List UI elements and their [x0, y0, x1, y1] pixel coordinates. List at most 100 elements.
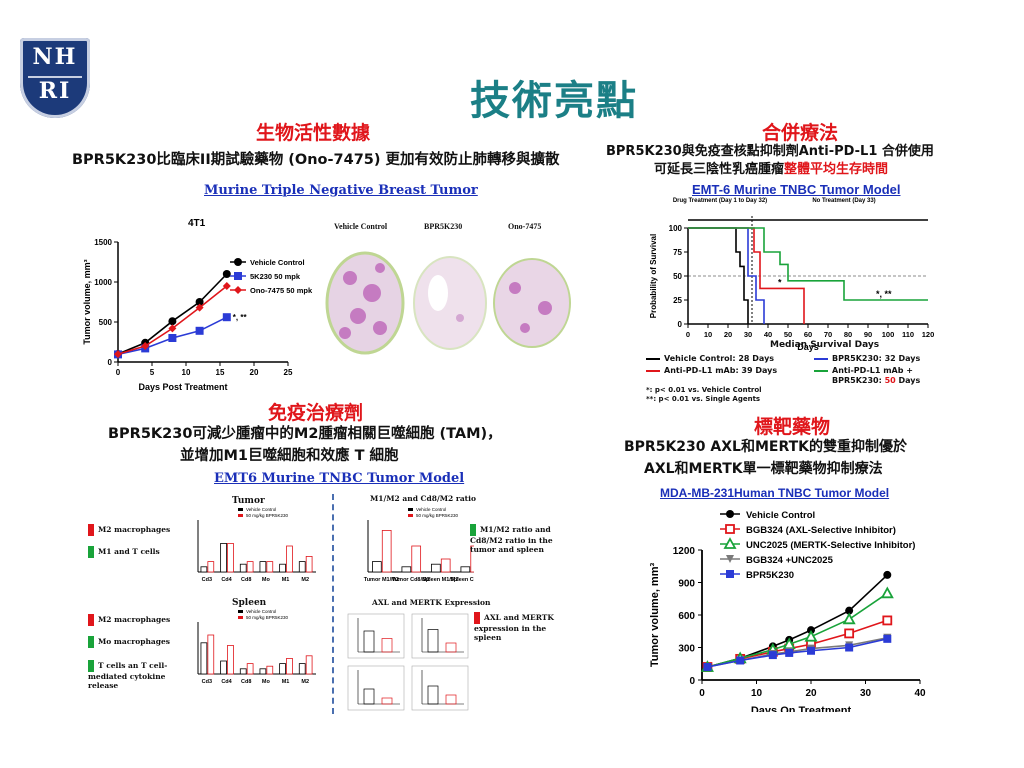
combo-line2-highlight: 整體平均生存時間	[784, 162, 889, 177]
barTumor-legend-drug: 50 mg/kg BPR5K230	[246, 513, 289, 518]
chart1-point	[141, 342, 150, 350]
barSpleen-bar-vehicle	[279, 663, 286, 675]
median-entry: Anti-PD-L1 mAb: 39 Days	[646, 366, 777, 375]
axl-chart-title: AXL and MERTK Expression	[372, 598, 491, 607]
barTumor-legend-vehicle-swatch	[238, 508, 243, 511]
barTumor-bar-vehicle	[279, 563, 286, 573]
barSpleen-bar-drug	[207, 634, 215, 675]
tumor-bar-title: Tumor	[232, 496, 265, 506]
median-entry: BPR5K230: 32 Days	[814, 354, 920, 363]
chart1-point	[195, 303, 204, 312]
median-entry-combo-line2: BPR5K230: 50 Days	[832, 376, 921, 385]
chart3-legend-marker	[725, 524, 735, 534]
target-model-title: MDA-MB-231Human TNBC Tumor Model	[660, 486, 890, 500]
chart1-legend-marker	[234, 286, 242, 294]
chart1-y-tick-label: 0	[108, 358, 113, 367]
median-title: Median Survival Days	[770, 340, 880, 350]
axl-mini-bar-vehicle	[427, 685, 439, 705]
chart3-point	[842, 612, 856, 625]
note-mo-up-spleen: Mo macrophages	[88, 636, 170, 648]
page-title: 技術亮點	[470, 78, 638, 124]
chart3-legend-label: BGB324 +UNC2025	[746, 555, 834, 566]
axl-mini-chart	[347, 613, 405, 659]
chart1-point	[222, 282, 231, 290]
chart2-x-tick-label: 110	[902, 330, 914, 339]
chart2-y-tick-label: 50	[673, 272, 682, 281]
chart3-x-tick-label: 0	[699, 688, 705, 699]
chart3-point	[785, 648, 794, 657]
immuno-panel: M2 macrophages M1 and T cells M2 macroph…	[88, 490, 598, 716]
barRatio-tick-label: Spleen Cd8/M2	[450, 577, 474, 583]
chart1-title: 4T1	[188, 218, 206, 229]
barTumor-bar-drug	[207, 561, 215, 573]
barTumor-bar-drug	[286, 545, 293, 573]
chart2-y-tick-label: 0	[678, 320, 683, 329]
barRatio-legend-vehicle-swatch	[408, 508, 413, 511]
chart1-point	[168, 317, 177, 326]
chart3-y-tick-label: 1200	[673, 546, 696, 557]
barRatio-legend-drug: 50 mg/kg BPR5K230	[416, 513, 459, 518]
note-m1-up-tumor: M1 and T cells	[88, 546, 160, 558]
bio-heading: 生物活性數據	[256, 122, 371, 144]
footnote-1: *: p< 0.01 vs. Vehicle Control	[646, 386, 762, 394]
barTumor-bar-drug	[246, 561, 254, 573]
chart1-x-tick-label: 5	[150, 368, 155, 377]
immuno-line2: 並增加M1巨噬細胞和效應 T 細胞	[180, 448, 399, 464]
chart1-y-label: Tumor volume, mm³	[82, 259, 92, 344]
chart2-sig-single: *	[778, 278, 782, 288]
axl-mini-chart	[411, 613, 469, 659]
barSpleen-bar-vehicle	[239, 668, 247, 675]
barRatio-legend-vehicle: Vehicle Control	[416, 507, 446, 512]
chart2-y-tick-label: 25	[673, 296, 682, 305]
chart3-legend-label: BPR5K230	[746, 570, 794, 581]
logo-divider	[28, 76, 82, 78]
barTumor-bar-vehicle	[298, 561, 306, 573]
barSpleen-bar-drug	[246, 663, 254, 675]
immuno-line1: BPR5K230可減少腫瘤中的M2腫瘤相關巨噬細胞 (TAM)，	[108, 426, 502, 442]
chart3-legend-marker	[726, 570, 734, 578]
bio-model-title: Murine Triple Negative Breast Tumor	[204, 183, 478, 198]
chart3-y-label: Tumor volume, mm³	[649, 563, 661, 668]
median-survival-legend: Median Survival Days *: p< 0.01 vs. Vehi…	[644, 340, 964, 416]
chart2-x-tick-label: 60	[804, 330, 812, 339]
logo-text-top: NH	[32, 44, 78, 70]
chart2-x-label: Days	[797, 342, 819, 352]
barSpleen-tick-label: M2	[301, 679, 309, 685]
chart2-y-tick-label: 100	[669, 224, 683, 233]
immuno-heading: 免疫治療劑	[268, 402, 364, 424]
chart2-x-tick-label: 0	[686, 330, 690, 339]
barTumor-tick-label: Mo	[262, 577, 271, 583]
axl-mini-bar-vehicle	[363, 688, 375, 705]
axl-mini-bar-drug	[381, 697, 393, 705]
barRatio-bar-vehicle	[372, 561, 382, 573]
chart3-point	[844, 628, 855, 639]
chart1-x-tick-label: 10	[182, 368, 191, 377]
chart3-series-line-0	[707, 574, 888, 668]
chart2-y-label: Probability of Survival	[649, 234, 658, 318]
no-treatment-label: No Treatment (Day 33)	[812, 198, 875, 204]
chart3-point	[882, 615, 893, 626]
barTumor-bar-vehicle	[200, 566, 208, 573]
bio-subtitle: BPR5K230比臨床II期試驗藥物 (Ono-7475) 更加有效防止肺轉移與…	[72, 152, 560, 168]
histology-label-ono: Ono-7475	[508, 222, 542, 231]
barTumor-tick-label: M1	[282, 577, 290, 583]
chart3-x-tick-label: 20	[805, 688, 817, 699]
survival-chart: Drug Treatment (Day 1 to Day 32) No Treat…	[649, 198, 934, 352]
median-entry: Anti-PD-L1 mAb +	[814, 366, 913, 375]
chart1-point	[195, 298, 204, 306]
barTumor-tick-label: Cd3	[202, 577, 212, 583]
chart1-legend-marker	[234, 258, 242, 266]
chart3-x-tick-label: 30	[860, 688, 872, 699]
chart2-sig-combo: *, **	[876, 289, 892, 299]
chart1-y-tick-label: 1000	[94, 278, 112, 287]
chart2-x-tick-label: 50	[784, 330, 792, 339]
chart2-x-tick-label: 40	[764, 330, 772, 339]
chart1-point	[222, 270, 231, 278]
axl-mertk-expression-charts	[347, 613, 469, 711]
chart3-legend-marker	[726, 510, 734, 518]
chart1-point	[222, 313, 231, 322]
chart1-x-label: Days Post Treatment	[138, 382, 227, 392]
note-m2-down-tumor: M2 macrophages	[88, 524, 170, 536]
